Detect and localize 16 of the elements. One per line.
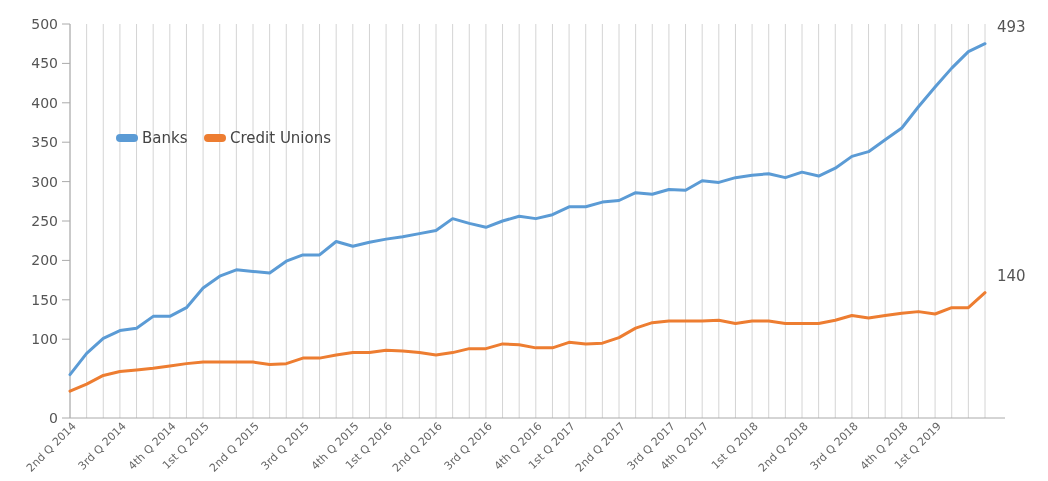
annotation: 140 [997,266,1026,285]
annotation: 493 [997,17,1026,36]
line-series [68,291,987,393]
legend-label: Credit Unions [230,129,332,148]
legend-label: Banks [142,129,188,148]
y-tick-label: 450 [31,55,58,72]
y-tick-label: 400 [31,94,58,111]
y-tick-label: 500 [31,15,58,32]
y-tick-label: 150 [31,291,58,308]
y-tick-label: 350 [31,134,58,151]
y-tick-label: 0 [49,409,58,426]
y-tick-label: 200 [31,252,58,269]
y-tick-label: 300 [31,173,58,190]
line-series [68,42,987,377]
y-tick-label: 100 [31,331,58,348]
y-tick-label: 250 [31,212,58,229]
